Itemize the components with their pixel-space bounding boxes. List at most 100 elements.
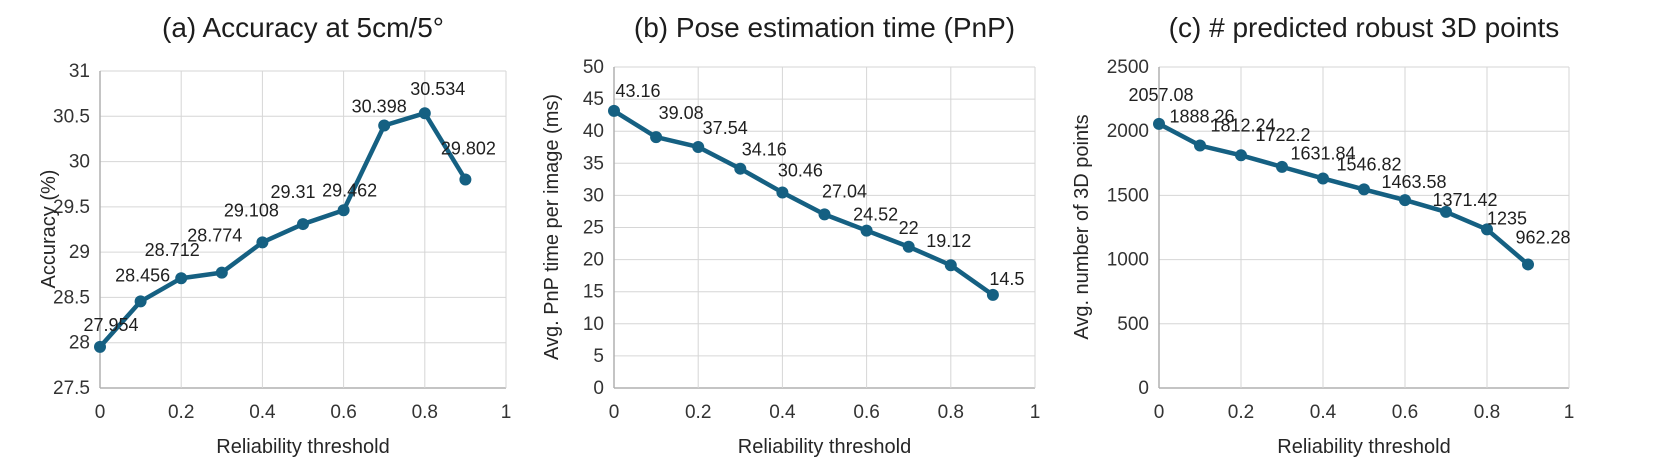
data-point-label: 1546.82 xyxy=(1336,154,1401,174)
data-point-label: 962.28 xyxy=(1515,227,1570,247)
y-axis-tick-label: 15 xyxy=(583,282,604,303)
data-point-label: 37.54 xyxy=(703,118,748,138)
y-axis-tick-label: 29 xyxy=(69,242,90,263)
data-point-marker xyxy=(860,224,873,237)
x-axis-tick-label: 0.6 xyxy=(853,402,879,423)
data-point-label: 29.462 xyxy=(322,180,377,200)
data-point-label: 34.16 xyxy=(742,140,787,160)
data-point-marker xyxy=(776,186,789,199)
data-point-label: 1888.26 xyxy=(1169,107,1234,127)
y-axis-tick-label: 35 xyxy=(583,153,604,174)
data-point-marker xyxy=(1153,117,1165,130)
data-point-marker xyxy=(337,204,350,217)
series-line xyxy=(611,108,996,298)
data-point-label: 28.712 xyxy=(145,240,200,260)
x-axis-tick-label: 0 xyxy=(95,402,106,423)
y-axis-tick-label: 1000 xyxy=(1107,250,1149,271)
x-axis-tick-label: 1 xyxy=(1030,402,1041,423)
y-axis-tick-label: 2500 xyxy=(1107,57,1149,78)
data-point-label: 24.52 xyxy=(853,205,898,225)
data-point-label: 1371.42 xyxy=(1432,190,1497,210)
data-point-marker xyxy=(1440,205,1452,218)
chart-a-x-axis-label: Reliability threshold xyxy=(216,436,390,458)
data-point-marker xyxy=(94,340,106,353)
series-line xyxy=(97,110,468,350)
chart-c-x-axis-label: Reliability threshold xyxy=(1277,436,1451,458)
data-point-marker xyxy=(134,295,147,308)
y-axis-tick-label: 45 xyxy=(583,89,604,110)
x-axis-tick-label: 1 xyxy=(1564,402,1575,423)
data-point-marker xyxy=(418,107,431,120)
data-point-marker xyxy=(1317,172,1329,185)
y-axis-tick-label: 29.5 xyxy=(53,197,90,218)
x-axis-tick-label: 0.4 xyxy=(1310,402,1337,423)
data-point-label: 39.08 xyxy=(659,103,704,123)
y-axis-tick-label: 30.5 xyxy=(53,106,90,127)
data-point-marker xyxy=(986,288,999,301)
x-axis-tick-label: 0.8 xyxy=(1474,402,1500,423)
data-point-marker xyxy=(378,119,391,132)
data-point-label: 1235 xyxy=(1487,208,1527,228)
data-point-label: 30.398 xyxy=(352,97,407,117)
y-axis-tick-label: 500 xyxy=(1117,314,1149,335)
x-axis-tick-label: 0.2 xyxy=(685,402,711,423)
data-point-label: 43.16 xyxy=(615,81,660,101)
data-point-marker xyxy=(459,173,472,186)
y-axis-tick-label: 28.5 xyxy=(53,287,90,308)
y-axis-tick-label: 28 xyxy=(69,333,90,354)
data-point-marker xyxy=(1235,149,1247,162)
data-point-marker xyxy=(692,140,705,153)
chart-a-title: (a) Accuracy at 5cm/5° xyxy=(162,12,444,43)
data-point-marker xyxy=(944,259,957,272)
y-axis-tick-label: 5 xyxy=(593,346,604,367)
data-point-label: 2057.08 xyxy=(1128,85,1193,105)
y-axis-tick-label: 1500 xyxy=(1107,185,1149,206)
data-point-label: 22 xyxy=(899,218,919,238)
data-point-label: 1722.2 xyxy=(1255,125,1310,145)
data-point-marker xyxy=(1399,194,1411,207)
y-axis-tick-label: 50 xyxy=(583,57,604,78)
data-point-marker xyxy=(1481,223,1493,236)
x-axis-tick-label: 0.2 xyxy=(1228,402,1254,423)
chart-b-x-axis-label: Reliability threshold xyxy=(737,436,912,458)
data-point-label: 30.534 xyxy=(410,79,465,99)
data-point-marker xyxy=(297,218,309,231)
data-point-marker xyxy=(256,236,269,249)
data-point-label: 14.5 xyxy=(989,269,1024,289)
data-point-label: 29.31 xyxy=(270,182,315,202)
x-axis-tick-label: 0.2 xyxy=(168,402,194,423)
data-point-marker xyxy=(734,162,747,175)
x-axis-tick-label: 0 xyxy=(1154,402,1165,423)
y-axis-tick-label: 20 xyxy=(583,250,604,271)
data-point-label: 1463.58 xyxy=(1381,172,1446,192)
data-point-label: 1631.84 xyxy=(1290,143,1355,163)
x-axis-tick-label: 0.4 xyxy=(769,402,796,423)
x-axis-tick-label: 0.8 xyxy=(938,402,964,423)
y-axis-tick-label: 30 xyxy=(583,185,604,206)
y-axis-tick-label: 27.5 xyxy=(53,378,90,399)
data-point-label: 27.954 xyxy=(83,315,138,335)
data-point-label: 1812.24 xyxy=(1210,115,1275,135)
data-point-marker xyxy=(1194,139,1206,152)
y-axis-tick-label: 25 xyxy=(583,218,604,239)
y-axis-tick-label: 10 xyxy=(583,314,604,335)
chart-c-title: (c) # predicted robust 3D points xyxy=(1168,12,1560,43)
chart-a-y-axis-label: Accuracy (%) xyxy=(38,169,60,289)
data-point-marker xyxy=(1276,160,1288,173)
y-axis-tick-label: 30 xyxy=(69,152,90,173)
data-point-label: 19.12 xyxy=(926,231,971,251)
data-point-marker xyxy=(175,272,188,285)
data-point-label: 28.774 xyxy=(187,226,242,246)
chart-b-title: (b) Pose estimation time (PnP) xyxy=(633,12,1016,43)
series-line xyxy=(1156,121,1531,267)
data-point-marker xyxy=(215,266,228,279)
x-axis-tick-label: 0.8 xyxy=(412,402,438,423)
data-point-marker xyxy=(650,131,663,144)
x-axis-tick-label: 1 xyxy=(501,402,512,423)
chart-b-y-axis-label: Avg. PnP time per image (ms) xyxy=(541,93,563,361)
chart-c-y-axis-label: Avg. number of 3D points xyxy=(1071,114,1093,340)
data-point-marker xyxy=(902,240,915,253)
y-axis-tick-label: 0 xyxy=(593,378,604,399)
